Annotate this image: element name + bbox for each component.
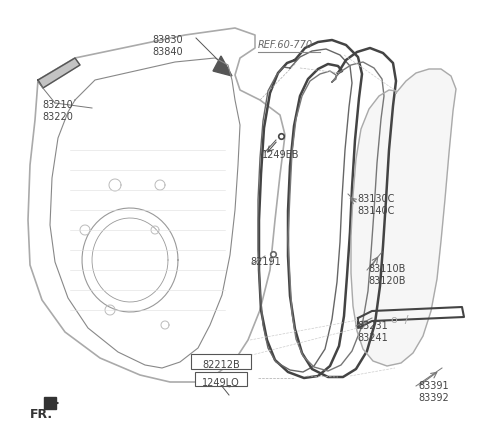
Text: 83830
83840: 83830 83840 [153,35,183,57]
Text: 82191: 82191 [250,257,281,267]
Polygon shape [351,69,456,366]
FancyBboxPatch shape [191,354,251,369]
Text: FR.: FR. [30,408,53,421]
Text: 83110B
83120B: 83110B 83120B [368,264,406,286]
Text: 82212B: 82212B [202,360,240,370]
Polygon shape [213,56,232,76]
Text: o  /: o / [391,315,409,325]
Polygon shape [38,58,80,88]
Text: 1249EB: 1249EB [262,150,300,160]
Text: 1249LQ: 1249LQ [202,378,240,388]
Text: REF.60-770: REF.60-770 [258,40,313,50]
Text: 83210
83220: 83210 83220 [42,100,73,122]
Text: 83130C
83140C: 83130C 83140C [357,194,395,217]
FancyBboxPatch shape [195,372,247,386]
Text: 83231
83241: 83231 83241 [357,321,388,343]
Text: 83391
83392: 83391 83392 [418,381,449,404]
